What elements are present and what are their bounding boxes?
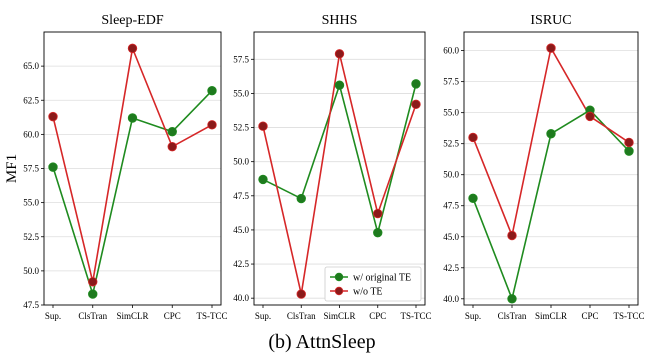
data-point [507,294,517,304]
data-point [373,227,383,238]
legend: w/ original TE w/o TE [324,266,422,302]
x-tick-label: CPC [581,311,598,321]
legend-label: w/ original TE [353,273,411,284]
panel-1: 40.0 42.5 45.0 47.5 50.0 52.5 55.0 57.5 Sup. ClsT… [233,13,431,321]
legend-swatch-marker [334,286,344,296]
data-point [88,289,98,299]
y-tick-label: 57.5 [233,54,249,64]
y-tick-label: 62.5 [23,95,39,105]
y-tick-label: 57.5 [23,164,39,174]
data-point [546,43,556,53]
y-tick-label: 52.5 [23,232,39,242]
y-tick-label: 60.0 [443,46,459,56]
data-point [296,193,306,204]
data-point [624,146,634,156]
data-point [167,126,177,137]
series-line-0 [472,109,630,302]
plot-frame [463,31,639,306]
panel-title: SHHS [322,13,358,28]
y-axis-label: MF1 [4,154,20,183]
legend-box [324,266,422,302]
x-tick-label: Sup. [255,311,271,321]
data-point [127,43,138,54]
x-tick-label: CPC [369,311,386,321]
y-tick-label: 40.0 [443,294,459,304]
series-line-1 [52,45,213,282]
data-point [207,120,217,130]
data-point [411,99,421,110]
series-line-0 [262,82,417,236]
x-tick-label: CPC [164,311,181,321]
y-tick-label: 52.5 [443,139,459,149]
y-tick-label: 50.0 [233,157,249,167]
data-point [507,230,517,241]
y-tick-label: 45.0 [233,225,249,235]
data-point [88,277,98,287]
y-tick-label: 65.0 [23,61,39,71]
data-point [258,121,268,131]
y-tick-label: 55.0 [23,198,39,208]
data-point [334,49,345,59]
data-point [373,208,383,219]
panel-title: ISRUC [530,13,571,28]
x-tick-label: TS-TCC [613,311,644,321]
data-point [624,137,634,148]
y-tick-label: 55.0 [233,88,249,98]
x-tick-label: Sup. [465,311,481,321]
x-tick-label: Sup. [45,311,61,321]
data-point [468,132,478,143]
y-tick-label: 50.0 [443,170,459,180]
data-point [546,129,556,139]
data-point [258,174,268,185]
x-tick-label: SimCLR [323,311,355,321]
y-tick-label: 60.0 [23,129,39,139]
data-point [468,193,478,203]
y-tick-label: 45.0 [443,232,459,242]
data-point [167,141,177,152]
data-point [127,113,138,123]
data-point [296,289,306,299]
y-tick-label: 42.5 [233,259,249,269]
y-tick-label: 47.5 [233,191,249,201]
data-point [48,162,58,172]
legend-swatch-marker [334,272,344,282]
y-tick-label: 55.0 [443,108,459,118]
y-tick-label: 47.5 [443,201,459,211]
x-tick-label: ClsTran [498,311,527,321]
x-tick-label: ClsTran [78,311,107,321]
data-point [207,85,217,96]
y-tick-label: 47.5 [23,300,39,310]
x-tick-label: SimCLR [116,311,148,321]
data-point [411,79,421,89]
legend-label: w/o TE [353,287,383,298]
series-line-1 [472,45,630,239]
y-tick-label: 57.5 [443,77,459,87]
panel-title: Sleep-EDF [101,13,163,28]
y-tick-label: 50.0 [23,266,39,276]
y-tick-label: 42.5 [443,263,459,273]
x-tick-label: ClsTran [287,311,316,321]
data-point [334,80,345,90]
data-point [585,111,595,122]
x-tick-label: TS-TCC [400,311,431,321]
figure-caption: (b) AttnSleep [268,331,375,353]
x-tick-label: TS-TCC [196,311,227,321]
panel-0: 47.5 50.0 52.5 55.0 57.5 60.0 62.5 65.0 Sup. ClsT… [4,13,228,321]
panel-2: 40.0 42.5 45.0 47.5 50.0 52.5 55.0 57.5 60.0 Sup.… [443,13,644,321]
x-tick-label: SimCLR [535,311,567,321]
y-tick-label: 52.5 [233,123,249,133]
data-point [48,111,58,122]
y-tick-label: 40.0 [233,293,249,303]
